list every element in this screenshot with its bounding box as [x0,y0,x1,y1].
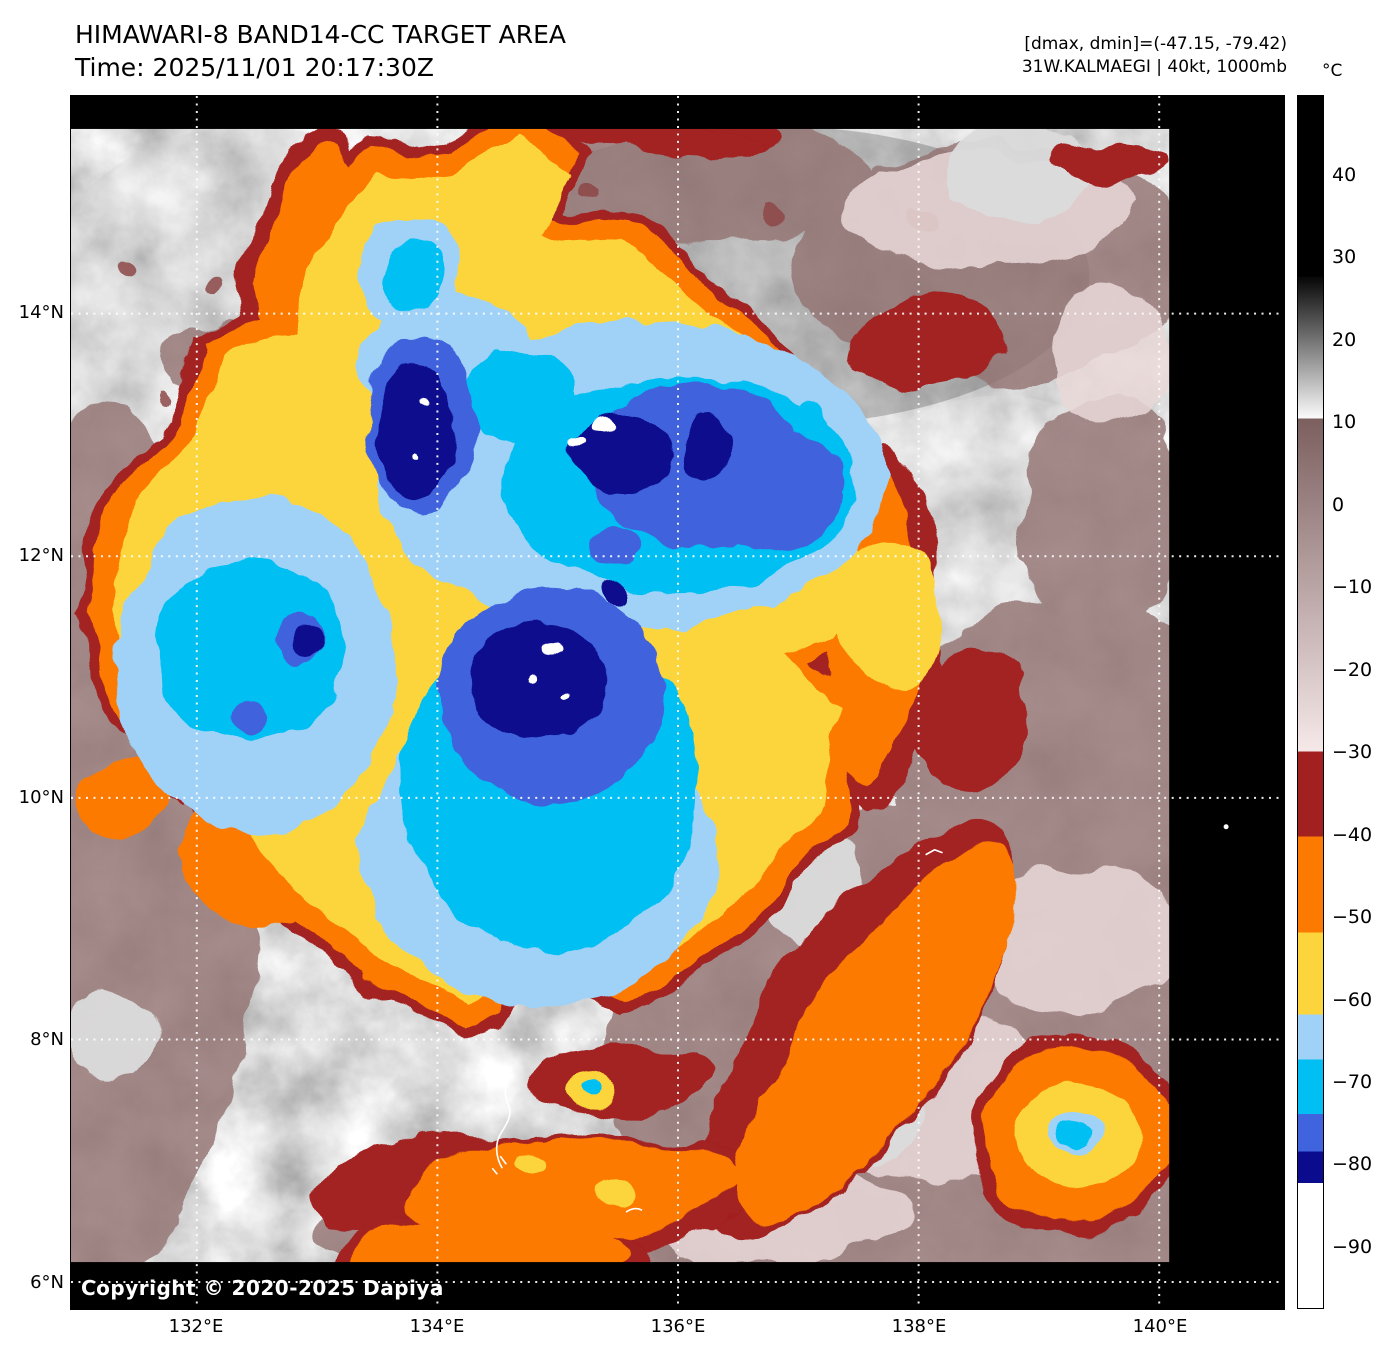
colorbar-tick-label: −80 [1332,1153,1373,1176]
page-title: HIMAWARI-8 BAND14-CC TARGET AREA [75,20,567,49]
colorbar-tick-label: 30 [1332,246,1357,269]
colorbar-tick-label: −30 [1332,741,1373,764]
satellite-image [71,96,1284,1309]
coastline-overlay [491,848,943,1213]
cloud-layers [71,96,1284,1309]
no-data-right-strip [1169,96,1284,1309]
info-block: [dmax, dmin]=(-47.15, -79.42) 31W.KALMAE… [1022,33,1287,79]
lat-tick-label: 10°N [18,787,64,808]
colorbar-tick-label: 0 [1332,493,1345,516]
colorbar-tick-label: 10 [1332,411,1357,434]
colorbar-tick-label: −50 [1332,906,1373,929]
stray-white-dot [1223,824,1229,830]
storm-info-label: 31W.KALMAEGI | 40kt, 1000mb [1021,57,1287,77]
satellite-map: Copyright © 2020-2025 Dapiya [70,95,1285,1310]
lon-tick-label: 134°E [409,1316,465,1337]
colorbar-tick-label: −60 [1332,988,1373,1011]
colorbar-tick-label: −20 [1332,658,1373,681]
lat-tick-label: 8°N [30,1029,64,1050]
colorbar-tick-label: −10 [1332,576,1373,599]
colorbar-tick-label: 20 [1332,328,1357,351]
lat-tick-label: 12°N [18,545,64,566]
colorbar-tick-label: −40 [1332,823,1373,846]
coldest-top-specks [415,401,615,702]
dmax-dmin-label: [dmax, dmin]=(-47.15, -79.42) [1024,34,1287,54]
no-data-bottom-strip [71,1262,1284,1309]
copyright-label: Copyright © 2020-2025 Dapiya [81,1276,444,1300]
lat-tick-label: 14°N [18,302,64,323]
timestamp-label: Time: 2025/11/01 20:17:30Z [75,53,434,82]
colorbar-tick-label: 40 [1332,164,1357,186]
lon-tick-label: 140°E [1132,1316,1188,1337]
temperature-colorbar [1297,95,1324,1309]
colorbar-tick-label: −90 [1332,1235,1373,1258]
colorbar-unit-label: °C [1322,61,1343,81]
lon-tick-label: 136°E [650,1316,706,1337]
title-block: HIMAWARI-8 BAND14-CC TARGET AREA Time: 2… [75,18,566,84]
lon-tick-label: 132°E [168,1316,224,1337]
colorbar-tick-label: −70 [1332,1070,1373,1093]
lon-tick-label: 138°E [891,1316,947,1337]
lat-tick-label: 6°N [30,1272,64,1293]
